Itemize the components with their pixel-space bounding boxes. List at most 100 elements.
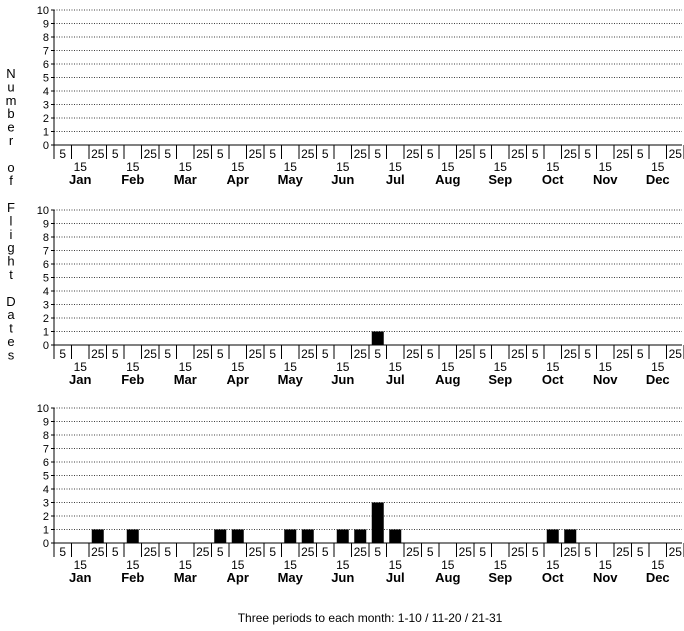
period-label: 5 (427, 147, 434, 161)
period-label: 5 (164, 347, 171, 361)
period-label: 5 (59, 347, 66, 361)
month-label: Aug (435, 372, 460, 387)
period-label: 5 (584, 545, 591, 559)
period-label: 25 (354, 147, 368, 161)
period-label: 25 (249, 545, 263, 559)
y-tick-label: 3 (43, 498, 49, 510)
footnote: Three periods to each month: 1-10 / 11-2… (238, 611, 503, 625)
month-label: Dec (646, 172, 670, 187)
bar (564, 529, 577, 543)
y-tick-label: 0 (43, 340, 49, 352)
y-tick-label: 5 (43, 273, 49, 285)
period-label: 15 (546, 558, 560, 572)
period-label: 25 (249, 147, 263, 161)
month-label: Jun (331, 172, 354, 187)
period-label: 25 (301, 347, 315, 361)
month-label: Dec (646, 372, 670, 387)
month-label: Sep (488, 172, 512, 187)
period-label: 5 (584, 347, 591, 361)
period-label: 15 (231, 360, 245, 374)
period-label: 15 (494, 160, 508, 174)
y-axis-label-char: o (7, 160, 14, 175)
month-label: Jan (69, 570, 91, 585)
period-label: 15 (336, 558, 350, 572)
period-label: 25 (354, 347, 368, 361)
period-label: 5 (532, 545, 539, 559)
bar (91, 529, 104, 543)
y-tick-label: 2 (43, 511, 49, 523)
month-label: Oct (542, 570, 564, 585)
period-label: 15 (74, 360, 88, 374)
period-label: 5 (217, 147, 224, 161)
period-label: 15 (389, 160, 403, 174)
y-tick-label: 10 (37, 5, 49, 17)
period-label: 5 (59, 545, 66, 559)
y-tick-label: 4 (43, 484, 49, 496)
period-label: 15 (336, 160, 350, 174)
period-label: 5 (479, 347, 486, 361)
period-label: 5 (269, 545, 276, 559)
y-tick-label: 9 (43, 19, 49, 31)
y-tick-label: 8 (43, 32, 49, 44)
month-label: Aug (435, 172, 460, 187)
period-label: 15 (179, 360, 193, 374)
y-tick-label: 7 (43, 46, 49, 58)
period-label: 5 (322, 545, 329, 559)
y-axis-label-char: l (10, 213, 13, 228)
period-label: 15 (494, 558, 508, 572)
period-label: 15 (389, 360, 403, 374)
month-label: Jul (386, 372, 405, 387)
period-label: 25 (616, 545, 630, 559)
y-axis-label-char: u (7, 79, 14, 94)
period-label: 25 (91, 147, 105, 161)
period-label: 5 (532, 347, 539, 361)
period-label: 5 (427, 347, 434, 361)
y-axis-label-char: a (7, 307, 15, 322)
period-label: 5 (532, 147, 539, 161)
period-label: 15 (441, 558, 455, 572)
period-label: 15 (546, 360, 560, 374)
month-label: May (278, 570, 304, 585)
period-label: 25 (144, 545, 158, 559)
y-axis-label-char: D (6, 294, 15, 309)
bar (214, 529, 227, 543)
y-axis-label-char: g (7, 240, 14, 255)
period-label: 15 (126, 360, 140, 374)
period-label: 25 (144, 347, 158, 361)
period-label: 15 (599, 360, 613, 374)
month-label: Nov (593, 172, 618, 187)
month-label: Feb (121, 570, 144, 585)
month-label: Apr (227, 172, 249, 187)
month-label: Nov (593, 372, 618, 387)
y-tick-label: 6 (43, 59, 49, 71)
bar (389, 529, 402, 543)
bar (231, 529, 244, 543)
period-label: 5 (374, 347, 381, 361)
y-tick-label: 1 (43, 327, 49, 339)
period-label: 5 (637, 147, 644, 161)
period-label: 15 (179, 160, 193, 174)
y-tick-label: 9 (43, 417, 49, 429)
y-axis-label-char: e (7, 334, 14, 349)
y-axis-label-char: i (10, 227, 13, 242)
period-label: 25 (301, 147, 315, 161)
y-axis-label-char: t (9, 267, 13, 282)
period-label: 25 (91, 347, 105, 361)
y-axis-label-char: s (8, 347, 15, 362)
month-label: Mar (174, 570, 197, 585)
period-label: 25 (406, 347, 420, 361)
y-tick-label: 0 (43, 140, 49, 152)
y-tick-label: 2 (43, 113, 49, 125)
period-label: 15 (231, 160, 245, 174)
period-label: 25 (564, 147, 578, 161)
period-label: 5 (637, 545, 644, 559)
period-label: 25 (669, 347, 683, 361)
period-label: 25 (196, 147, 210, 161)
period-label: 15 (389, 558, 403, 572)
period-label: 5 (637, 347, 644, 361)
period-label: 25 (564, 347, 578, 361)
y-tick-label: 1 (43, 525, 49, 537)
